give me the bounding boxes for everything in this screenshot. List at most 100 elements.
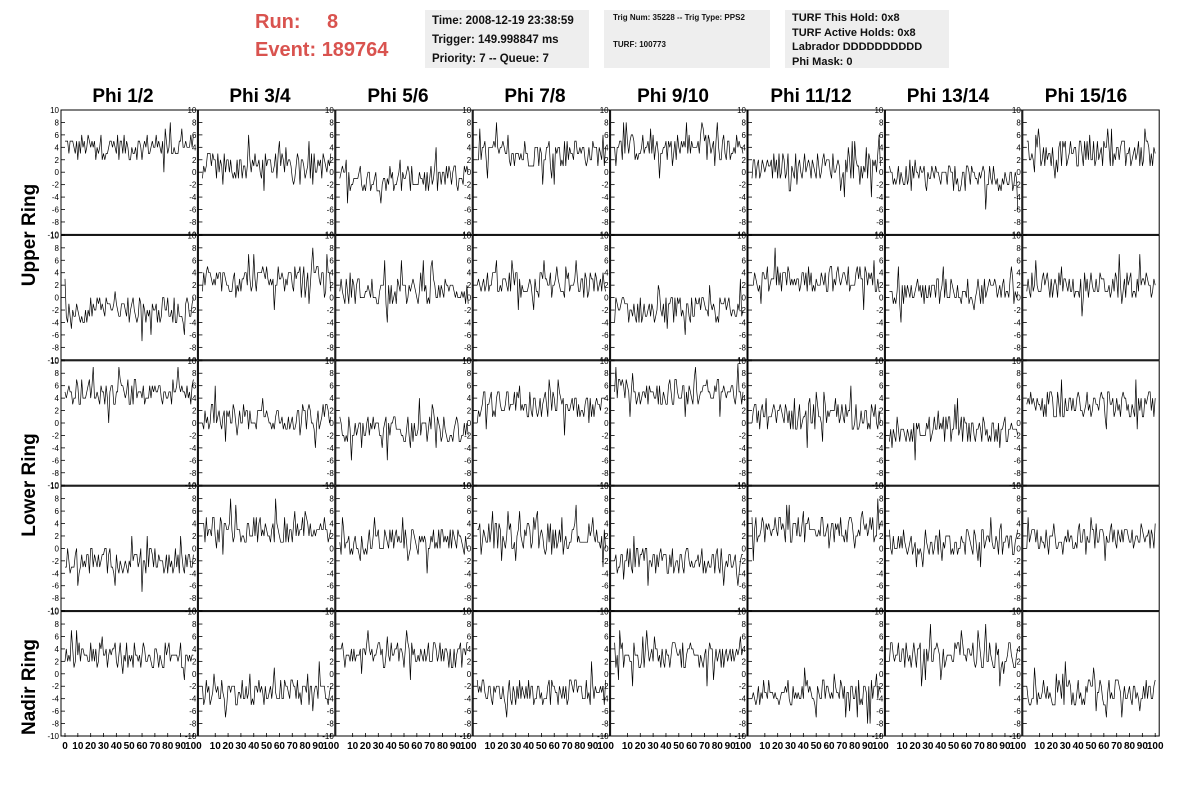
y-tick-label: 2 — [467, 657, 472, 666]
y-tick-label: -8 — [189, 218, 197, 227]
y-tick-label: 6 — [879, 507, 884, 516]
y-tick-label: -8 — [601, 594, 609, 603]
waveform-trace-r4-c0 — [64, 630, 194, 681]
y-tick-label: -8 — [327, 218, 335, 227]
y-tick-label: 2 — [329, 281, 334, 290]
y-tick-label: -8 — [1014, 469, 1022, 478]
x-tick-label: 40 — [111, 741, 123, 752]
y-tick-label: 4 — [467, 143, 472, 152]
x-tick-label: 10 — [484, 741, 496, 752]
y-tick-label: 0 — [604, 544, 609, 553]
y-tick-label: 0 — [742, 294, 747, 303]
y-tick-label: 2 — [192, 532, 197, 541]
y-tick-label: -4 — [52, 695, 60, 704]
y-tick-label: -8 — [739, 343, 747, 352]
y-tick-label: 8 — [55, 495, 60, 504]
y-tick-label: 2 — [329, 532, 334, 541]
y-tick-label: 2 — [879, 281, 884, 290]
y-tick-label: 0 — [329, 419, 334, 428]
x-tick-label: 100 — [872, 741, 889, 752]
y-tick-label: -2 — [52, 431, 60, 440]
y-tick-label: -4 — [601, 695, 609, 704]
y-tick-label: -2 — [601, 306, 609, 315]
y-tick-label: 0 — [55, 670, 60, 679]
x-tick-label: 70 — [1111, 741, 1123, 752]
y-tick-label: -10 — [47, 732, 59, 741]
x-tick-label: 100 — [735, 741, 752, 752]
y-tick-label: 10 — [187, 357, 196, 366]
y-tick-label: 8 — [742, 369, 747, 378]
y-tick-label: 10 — [462, 482, 471, 491]
y-tick-label: -2 — [876, 682, 884, 691]
y-tick-label: 8 — [742, 244, 747, 253]
run-value: 8 — [327, 11, 339, 33]
y-tick-label: -6 — [464, 331, 472, 340]
y-tick-label: 0 — [742, 544, 747, 553]
x-tick-label: 40 — [523, 741, 535, 752]
column-title-phi-3-4: Phi 3/4 — [229, 86, 291, 107]
y-tick-label: 8 — [467, 620, 472, 629]
y-tick-label: 10 — [600, 357, 609, 366]
y-tick-label: 4 — [55, 143, 60, 152]
y-tick-label: 6 — [742, 256, 747, 265]
y-tick-label: 4 — [879, 645, 884, 654]
x-tick-label: 80 — [300, 741, 312, 752]
x-tick-label: 90 — [725, 741, 737, 752]
panel-frame-r1-c7 — [1022, 234, 1160, 361]
y-tick-label: -6 — [1014, 331, 1022, 340]
waveform-trace-r4-c6 — [889, 623, 1019, 687]
y-tick-label: -2 — [1014, 431, 1022, 440]
y-tick-label: -10 — [1009, 356, 1021, 365]
y-tick-label: -10 — [322, 732, 334, 741]
y-tick-label: -6 — [464, 456, 472, 465]
panel-frame-r3-c5 — [747, 485, 885, 612]
y-tick-label: 2 — [467, 532, 472, 541]
y-tick-label: -4 — [464, 318, 472, 327]
x-tick-label: 20 — [497, 741, 509, 752]
y-tick-label: -4 — [876, 569, 884, 578]
y-tick-label: -2 — [739, 306, 747, 315]
x-tick-label: 20 — [1047, 741, 1059, 752]
y-tick-label: 8 — [742, 495, 747, 504]
y-tick-label: -6 — [189, 707, 197, 716]
x-tick-label: 30 — [510, 741, 522, 752]
y-tick-label: 8 — [467, 495, 472, 504]
waveform-trace-r2-c6 — [889, 398, 1019, 461]
panel-frame-r1-c3 — [472, 234, 611, 361]
x-tick-label: 20 — [910, 741, 922, 752]
y-tick-label: 10 — [600, 608, 609, 617]
y-tick-label: 8 — [192, 118, 197, 127]
y-tick-label: 2 — [1016, 156, 1021, 165]
y-tick-label: -10 — [185, 607, 197, 616]
y-tick-label: 4 — [1016, 143, 1021, 152]
y-tick-label: 4 — [467, 394, 472, 403]
y-tick-label: 10 — [187, 608, 196, 617]
x-tick-label: 100 — [322, 741, 339, 752]
panel-frame-r1-c4 — [610, 234, 748, 361]
y-tick-label: -6 — [1014, 206, 1022, 215]
panel-frame-r2-c5 — [747, 360, 885, 486]
y-tick-label: -8 — [876, 469, 884, 478]
y-tick-label: 4 — [1016, 394, 1021, 403]
y-tick-label: 2 — [329, 156, 334, 165]
y-tick-label: -2 — [464, 431, 472, 440]
y-tick-label: 4 — [879, 394, 884, 403]
y-tick-label: -4 — [52, 318, 60, 327]
y-tick-label: -6 — [739, 707, 747, 716]
y-tick-label: -8 — [327, 594, 335, 603]
y-tick-label: 6 — [467, 632, 472, 641]
y-tick-label: 6 — [55, 507, 60, 516]
y-tick-label: -6 — [1014, 456, 1022, 465]
y-tick-label: -10 — [185, 481, 197, 490]
x-tick-label: 10 — [347, 741, 359, 752]
y-tick-label: 6 — [1016, 632, 1021, 641]
y-tick-label: 6 — [604, 256, 609, 265]
y-tick-label: 10 — [737, 608, 746, 617]
waveform-trace-r1-c1 — [202, 247, 332, 311]
y-tick-label: -10 — [872, 481, 884, 490]
y-tick-label: 6 — [55, 131, 60, 140]
y-tick-label: -4 — [464, 695, 472, 704]
y-tick-label: -8 — [189, 720, 197, 729]
y-tick-label: -4 — [1014, 695, 1022, 704]
waveform-trace-r4-c2 — [339, 630, 469, 681]
